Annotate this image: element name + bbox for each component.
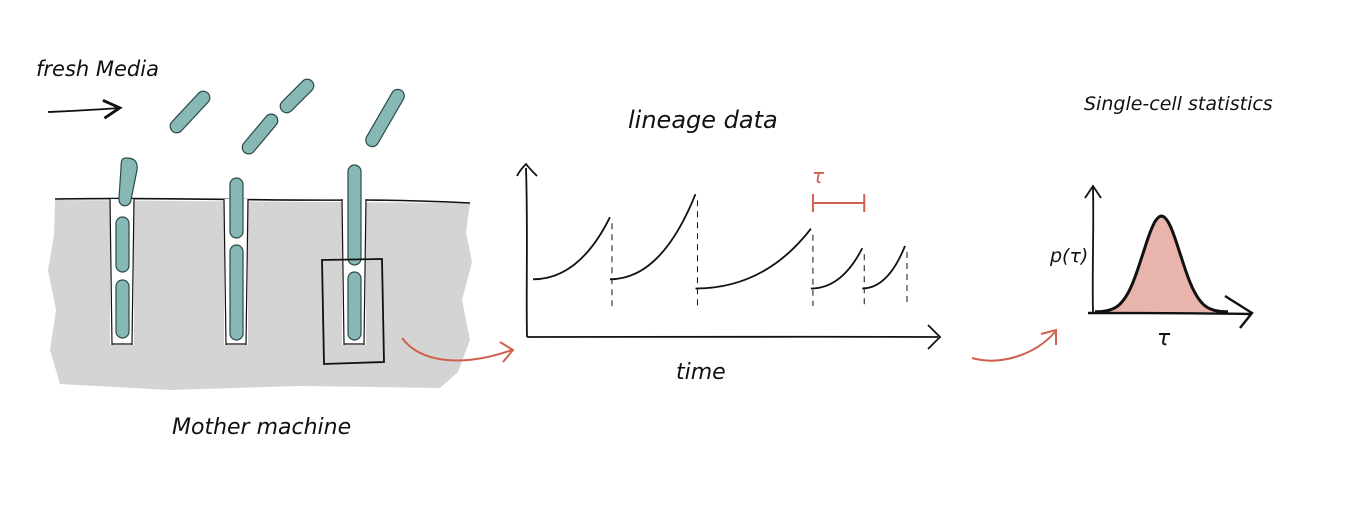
cell [347,271,362,341]
growth-channel-2 [223,177,249,346]
cell [229,244,244,341]
cell [115,216,130,273]
growth-channel-3 [341,164,367,346]
lineage-growth-curve [862,245,906,290]
p-tau-label: p(τ) [1049,245,1088,267]
tau-bracket [811,194,866,212]
tau-marker-label: τ [812,164,825,188]
fresh-media-label: fresh Media [36,57,159,81]
lineage-x-axis [526,335,939,339]
lineage-growth-curve [532,216,611,281]
arrow-to-statistics [971,331,1056,362]
distribution-y-arrowhead [1084,184,1102,199]
lineage-x-arrowhead [927,324,942,350]
distribution-chart [1084,184,1254,329]
lineage-data-title: lineage data [628,106,778,134]
floating-cells [169,78,405,155]
distribution-x-axis [1087,311,1251,316]
distribution-x-arrowhead [1224,294,1254,329]
cell [229,177,244,239]
tau-axis-label: τ [1157,326,1171,351]
lineage-growth-curve [810,247,864,290]
cell [118,157,138,207]
lineage-growth-curve [609,193,697,281]
cell [365,88,405,148]
distribution-y-axis [1091,187,1095,314]
lineage-growth-curve [695,228,812,290]
growth-channel-1 [109,157,138,346]
single-cell-statistics-title: Single-cell statistics [1084,93,1273,115]
fresh-media-arrow [47,98,123,120]
mother-machine-label: Mother machine [172,415,351,440]
cell [169,90,211,134]
flow-arrows [401,328,1057,363]
arrow-to-lineage [401,337,513,362]
lineage-y-arrowhead [516,162,538,177]
cell [279,78,315,114]
lineage-chart [516,162,942,350]
zoom-box [321,258,385,365]
cell [347,164,362,266]
cell [241,113,279,155]
mother-machine [47,78,472,390]
distribution-curve [1095,214,1228,314]
lineage-y-axis [525,167,528,338]
time-axis-label: time [676,360,726,385]
distribution-area [1095,216,1228,312]
cell [115,279,130,339]
